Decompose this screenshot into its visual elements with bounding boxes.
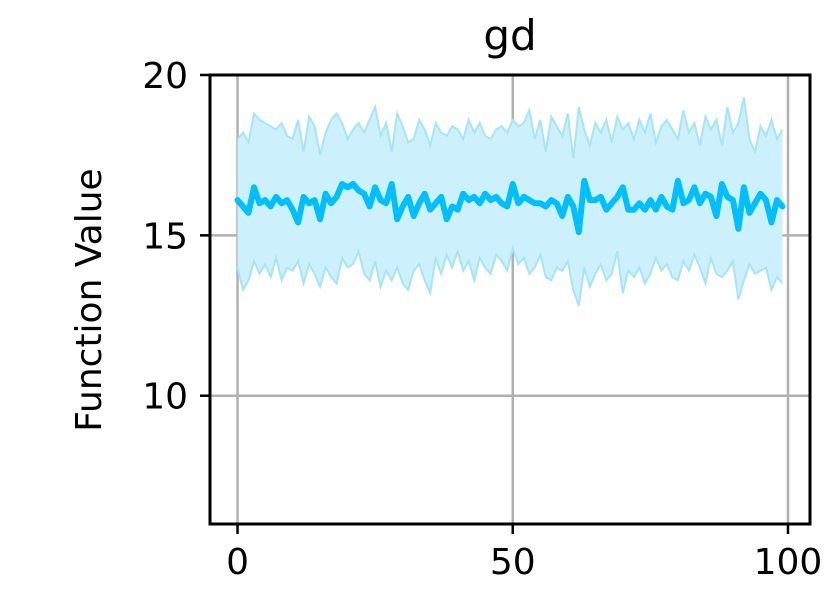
band-upper-edge bbox=[236, 97, 784, 159]
plot-frame bbox=[208, 73, 812, 526]
x-tick-label: 0 bbox=[226, 542, 249, 583]
y-tick-label: 15 bbox=[142, 216, 188, 257]
y-tick-label: 20 bbox=[142, 56, 188, 97]
x-tick-label: 50 bbox=[490, 542, 536, 583]
chart-title: gd bbox=[483, 11, 536, 60]
y-tick-label: 10 bbox=[142, 377, 188, 418]
y-axis-label: Function Value bbox=[69, 168, 110, 431]
series-line bbox=[234, 177, 786, 236]
band-lower-edge bbox=[236, 244, 784, 307]
axis-ticks: 0 50 100 10 15 20 bbox=[142, 56, 822, 583]
mean-line bbox=[234, 177, 786, 236]
x-tick-label: 100 bbox=[754, 542, 823, 583]
